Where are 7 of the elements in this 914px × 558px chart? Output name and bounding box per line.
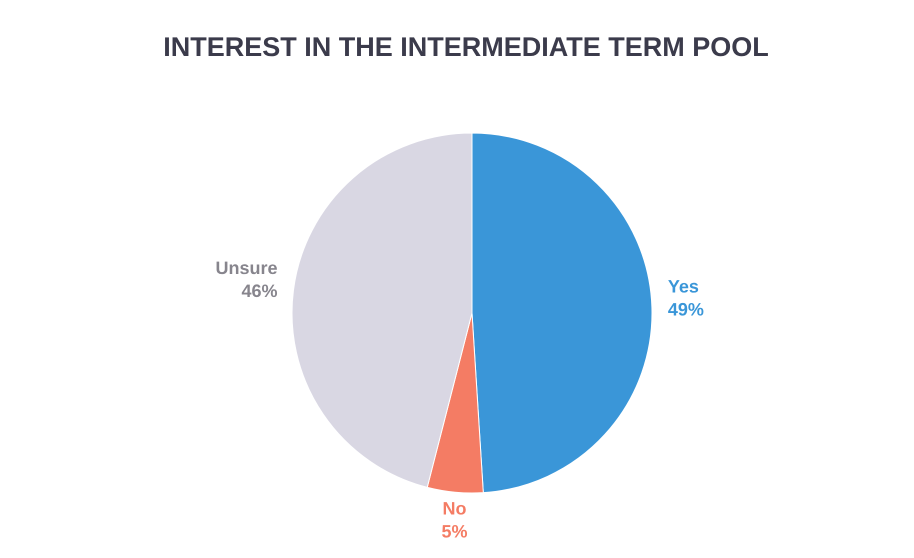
- chart-title: INTEREST IN THE INTERMEDIATE TERM POOL: [162, 32, 770, 63]
- data-label: 5%: [441, 522, 468, 542]
- data-label: 46%: [242, 280, 278, 301]
- slice-label: Yes: [668, 276, 699, 296]
- data-label: 49%: [668, 299, 704, 320]
- slice-label: Unsure: [216, 258, 278, 278]
- slice-label: No: [442, 498, 466, 519]
